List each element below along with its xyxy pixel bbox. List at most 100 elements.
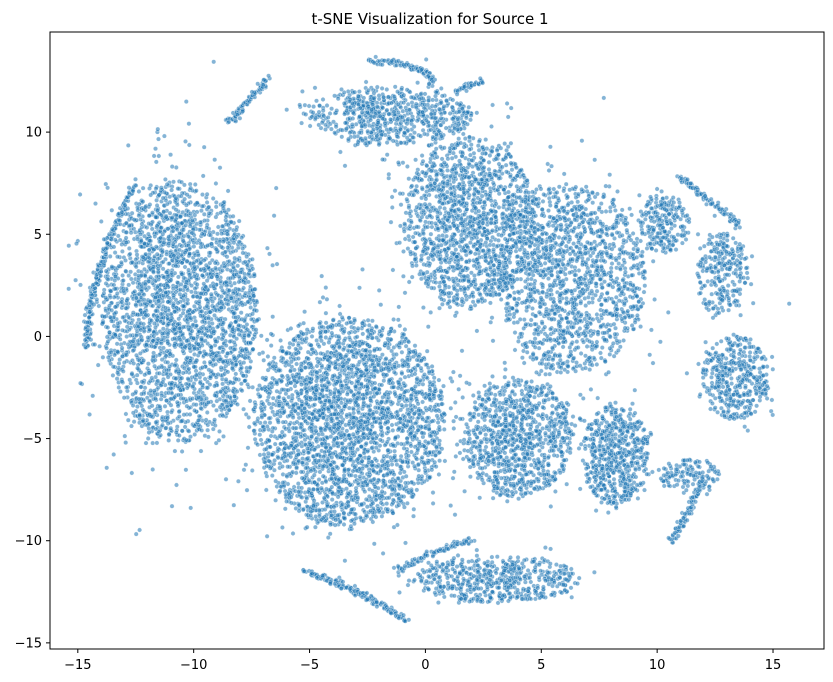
scatter-point — [140, 199, 146, 204]
scatter-point — [384, 501, 390, 506]
scatter-point — [204, 326, 210, 331]
scatter-point — [171, 253, 177, 259]
scatter-point — [171, 326, 177, 332]
scatter-point — [241, 360, 247, 365]
scatter-point — [115, 254, 120, 260]
scatter-point — [350, 468, 356, 474]
scatter-point — [233, 227, 239, 233]
scatter-point — [262, 420, 268, 425]
scatter-point — [231, 347, 237, 352]
scatter-point — [175, 235, 181, 240]
scatter-point — [146, 426, 152, 431]
scatter-point — [248, 340, 253, 346]
scatter-point — [215, 324, 220, 330]
scatter-point — [441, 383, 446, 389]
scatter-point — [192, 303, 197, 309]
scatter-point — [103, 268, 109, 274]
scatter-point — [416, 407, 422, 413]
scatter-point — [157, 370, 162, 376]
scatter-point — [338, 408, 344, 414]
scatter-point — [403, 403, 409, 408]
scatter-point — [363, 347, 368, 353]
scatter-point — [150, 467, 156, 472]
scatter-point — [288, 443, 294, 449]
scatter-point — [437, 458, 442, 464]
scatter-point — [158, 185, 164, 191]
scatter-point — [129, 423, 134, 429]
scatter-point — [392, 448, 397, 454]
scatter-point — [206, 434, 211, 440]
scatter-point — [160, 249, 165, 255]
scatter-point — [203, 351, 209, 357]
scatter-point — [254, 317, 260, 323]
scatter-point — [213, 265, 218, 271]
scatter-point — [129, 470, 135, 476]
scatter-point — [236, 478, 241, 484]
scatter-point — [231, 240, 237, 246]
scatter-point — [200, 273, 205, 278]
scatter-point — [174, 482, 179, 488]
scatter-point — [182, 196, 187, 202]
scatter-point — [228, 219, 234, 225]
scatter-point — [130, 338, 136, 344]
scatter-point — [219, 294, 224, 299]
scatter-point — [188, 505, 194, 511]
scatter-point — [188, 185, 193, 191]
scatter-point — [316, 477, 322, 482]
scatter-point — [207, 260, 213, 266]
scatter-point — [179, 375, 185, 381]
scatter-point — [187, 181, 193, 187]
scatter-point — [429, 418, 435, 424]
scatter-point — [292, 438, 298, 444]
scatter-point — [151, 333, 157, 339]
scatter-point — [372, 380, 378, 386]
scatter-point — [105, 339, 111, 344]
scatter-point — [192, 212, 198, 218]
scatter-point — [175, 383, 181, 389]
scatter-point — [389, 479, 395, 484]
scatter-point — [120, 327, 125, 333]
scatter-point — [217, 165, 223, 171]
scatter-point — [406, 339, 412, 345]
scatter-point — [138, 217, 143, 222]
scatter-point — [155, 336, 161, 342]
scatter-point — [335, 494, 341, 500]
scatter-point — [206, 210, 212, 216]
scatter-point — [342, 367, 348, 373]
scatter-point — [365, 449, 370, 454]
scatter-point — [192, 286, 198, 291]
scatter-point — [194, 258, 199, 264]
scatter-point — [426, 369, 432, 375]
scatter-point — [169, 187, 174, 193]
scatter-point — [156, 192, 162, 198]
scatter-point — [296, 489, 301, 495]
scatter-point — [242, 355, 248, 361]
scatter-point — [93, 201, 98, 206]
scatter-point — [364, 383, 370, 389]
scatter-point — [454, 442, 460, 447]
scatter-point — [192, 408, 197, 413]
scatter-point — [380, 394, 386, 400]
scatter-point — [193, 318, 198, 324]
scatter-point — [271, 355, 277, 361]
scatter-point — [230, 388, 236, 394]
scatter-point — [219, 244, 224, 250]
scatter-point — [365, 426, 371, 432]
scatter-point — [374, 390, 380, 396]
scatter-point — [180, 370, 186, 376]
scatter-point — [390, 510, 396, 516]
scatter-point — [166, 438, 172, 443]
scatter-point — [274, 484, 280, 489]
scatter-point — [344, 321, 350, 326]
scatter-point — [268, 331, 274, 337]
scatter-point — [149, 318, 154, 323]
scatter-point — [131, 217, 137, 223]
scatter-point — [404, 422, 410, 428]
scatter-point — [211, 283, 216, 289]
scatter-point — [177, 231, 183, 237]
scatter-point — [173, 289, 179, 295]
scatter-point — [101, 290, 107, 296]
scatter-point — [181, 227, 186, 233]
scatter-point — [172, 218, 178, 224]
